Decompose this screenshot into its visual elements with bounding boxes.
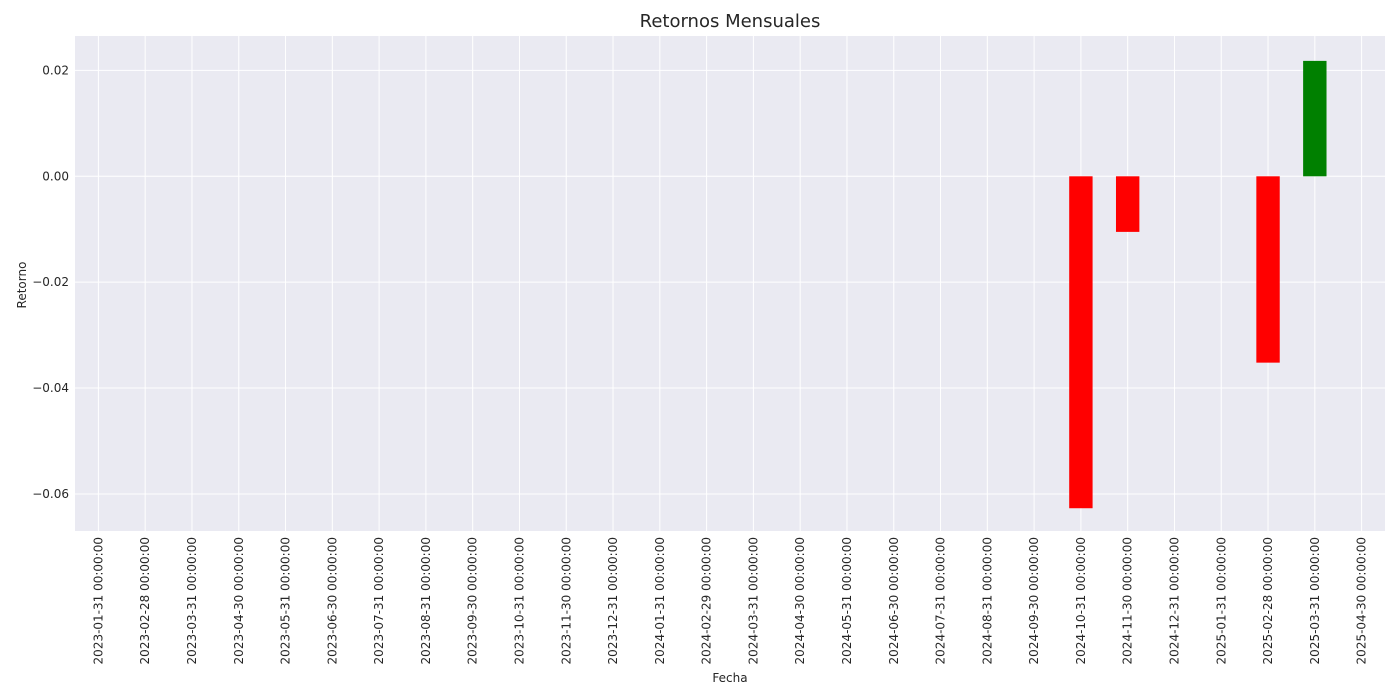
- x-tick-label: 2024-03-31 00:00:00: [746, 537, 760, 664]
- grid-lines: [75, 36, 1385, 531]
- x-tick-label: 2024-02-29 00:00:00: [700, 537, 714, 664]
- bar: [1303, 60, 1327, 177]
- x-tick-label: 2024-10-31 00:00:00: [1074, 537, 1088, 664]
- x-tick-label: 2023-07-31 00:00:00: [372, 537, 386, 664]
- x-tick-label: 2024-11-30 00:00:00: [1121, 537, 1135, 664]
- bars: [1069, 60, 1327, 509]
- x-tick-label: 2025-03-31 00:00:00: [1308, 537, 1322, 664]
- chart-title: Retornos Mensuales: [640, 11, 821, 32]
- x-tick-label: 2024-05-31 00:00:00: [840, 537, 854, 664]
- x-tick-label: 2023-09-30 00:00:00: [466, 537, 480, 664]
- x-tick-label: 2023-08-31 00:00:00: [419, 537, 433, 664]
- y-axis-ticks: 0.02 0.00 −0.02 −0.04 −0.06: [32, 63, 69, 501]
- bar: [1256, 176, 1280, 363]
- x-tick-label: 2023-12-31 00:00:00: [606, 537, 620, 664]
- y-tick-label: −0.06: [32, 487, 69, 501]
- x-tick-label: 2024-12-31 00:00:00: [1167, 537, 1181, 664]
- x-tick-label: 2023-05-31 00:00:00: [279, 537, 293, 664]
- x-tick-label: 2023-04-30 00:00:00: [232, 537, 246, 664]
- x-tick-label: 2024-09-30 00:00:00: [1027, 537, 1041, 664]
- y-axis-label: Retorno: [15, 262, 29, 309]
- x-tick-label: 2023-03-31 00:00:00: [185, 537, 199, 664]
- x-tick-label: 2025-01-31 00:00:00: [1214, 537, 1228, 664]
- x-tick-label: 2023-01-31 00:00:00: [91, 537, 105, 664]
- x-tick-label: 2023-06-30 00:00:00: [325, 537, 339, 664]
- bar: [1115, 176, 1140, 232]
- y-tick-label: −0.04: [32, 381, 69, 395]
- x-tick-label: 2025-02-28 00:00:00: [1261, 537, 1275, 664]
- x-axis-ticks: 2023-01-31 00:00:00 2023-02-28 00:00:00 20…: [91, 537, 1368, 664]
- x-tick-label: 2023-02-28 00:00:00: [138, 537, 152, 664]
- plot-area: [75, 36, 1385, 531]
- bar: [1069, 176, 1093, 509]
- y-tick-label: 0.00: [42, 169, 69, 183]
- y-tick-label: −0.02: [32, 275, 69, 289]
- x-tick-label: 2024-07-31 00:00:00: [934, 537, 948, 664]
- x-tick-label: 2024-08-31 00:00:00: [980, 537, 994, 664]
- x-tick-label: 2024-04-30 00:00:00: [793, 537, 807, 664]
- x-tick-label: 2024-01-31 00:00:00: [653, 537, 667, 664]
- y-tick-label: 0.02: [42, 63, 69, 77]
- x-tick-label: 2024-06-30 00:00:00: [887, 537, 901, 664]
- x-tick-label: 2025-04-30 00:00:00: [1355, 537, 1369, 664]
- x-tick-label: 2023-10-31 00:00:00: [512, 537, 526, 664]
- x-axis-label: Fecha: [712, 671, 747, 685]
- x-tick-label: 2023-11-30 00:00:00: [559, 537, 573, 664]
